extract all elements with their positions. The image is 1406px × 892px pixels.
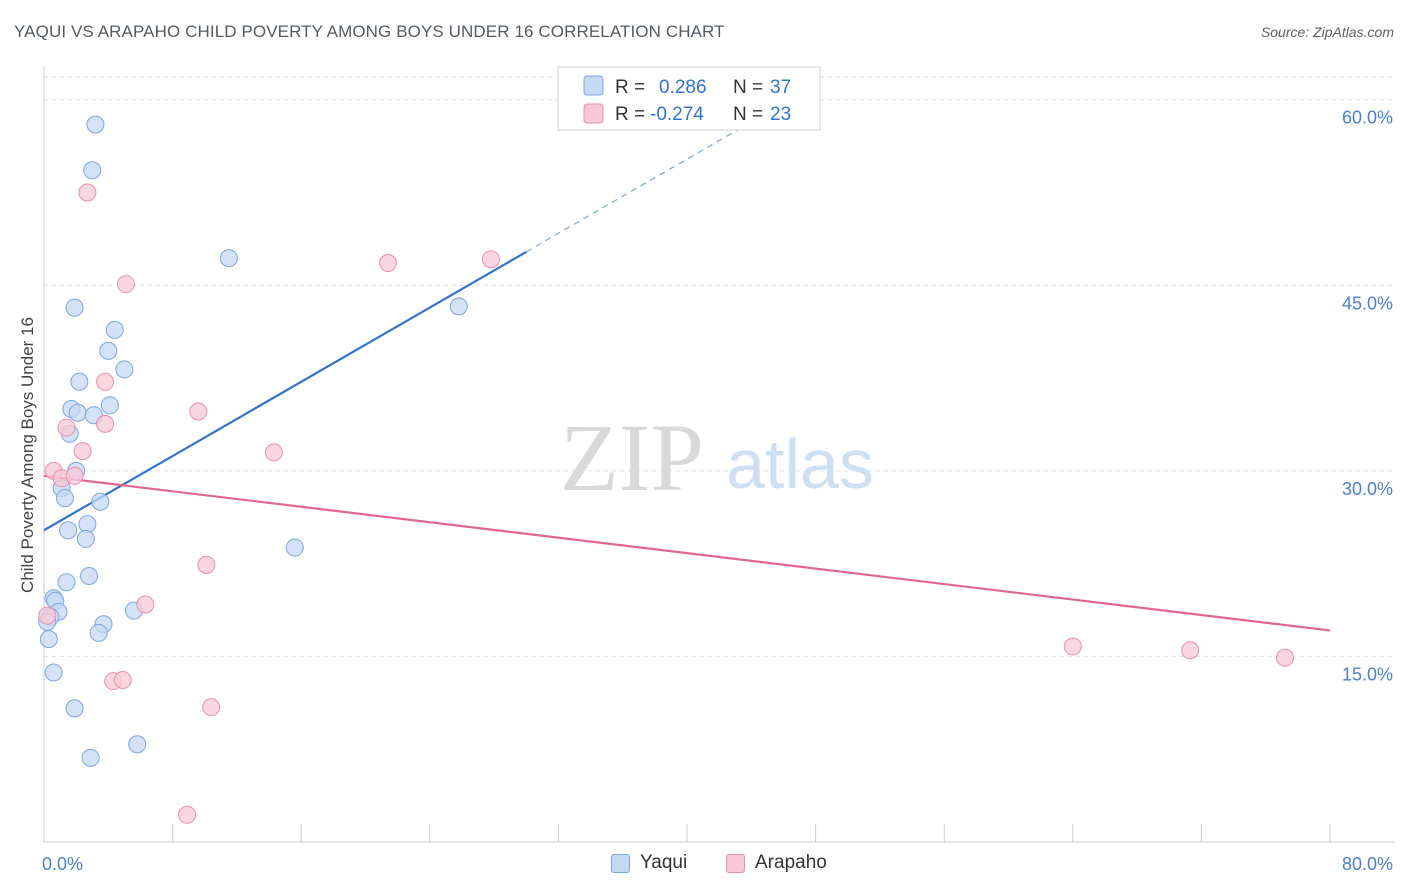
- point-yaqui: [91, 492, 110, 511]
- axes: 15.0% 30.0% 45.0% 60.0% 0.0% 80.0%: [42, 66, 1394, 874]
- point-yaqui: [39, 630, 58, 649]
- point-yaqui: [86, 115, 105, 134]
- legend-stats: R = 0.286 N = 37 R = -0.274 N = 23: [557, 66, 821, 131]
- watermark-atlas: atlas: [726, 425, 874, 503]
- point-arapaho: [1181, 641, 1200, 660]
- point-yaqui: [59, 521, 78, 540]
- point-yaqui: [105, 320, 124, 339]
- point-arapaho: [189, 402, 208, 421]
- point-arapaho: [57, 418, 76, 437]
- point-yaqui: [115, 360, 134, 379]
- point-yaqui: [55, 489, 74, 508]
- legend-yaqui-n-value: 37: [770, 77, 791, 98]
- point-yaqui: [44, 663, 63, 682]
- trend-line-yaqui-extension: [525, 112, 768, 253]
- point-yaqui: [65, 699, 84, 718]
- point-arapaho: [96, 414, 115, 433]
- legend-item-arapaho: Arapaho: [726, 852, 827, 874]
- point-yaqui: [128, 735, 147, 754]
- point-arapaho: [1063, 637, 1082, 656]
- point-arapaho: [264, 443, 283, 462]
- legend-yaqui-n-label: N =: [733, 77, 763, 98]
- point-yaqui: [65, 298, 84, 317]
- legend-yaqui-r-value: 0.286: [659, 77, 707, 98]
- y-tick-label: 45.0%: [1342, 293, 1393, 313]
- watermark-zip: ZIP: [560, 404, 704, 511]
- point-arapaho: [379, 254, 398, 273]
- source-label: Source: ZipAtlas.com: [1260, 24, 1394, 40]
- legend-series: Yaqui Arapaho: [0, 852, 1406, 876]
- legend-swatch-arapaho-bottom: [726, 853, 745, 873]
- point-arapaho: [96, 372, 115, 391]
- point-yaqui: [68, 403, 87, 422]
- point-yaqui: [70, 372, 89, 391]
- point-arapaho: [481, 250, 500, 269]
- legend-arapaho-n-label: N =: [733, 104, 763, 125]
- point-arapaho: [65, 466, 84, 485]
- point-yaqui: [76, 529, 95, 548]
- y-tick-label: 15.0%: [1342, 664, 1393, 684]
- legend-label-yaqui: Yaqui: [640, 852, 688, 873]
- point-yaqui: [80, 567, 99, 586]
- point-yaqui: [285, 538, 304, 557]
- point-arapaho: [197, 555, 216, 574]
- legend-arapaho-n-value: 23: [770, 104, 791, 125]
- x-tick-label: 80.0%: [1342, 854, 1393, 874]
- point-arapaho: [202, 698, 221, 717]
- point-yaqui: [449, 297, 468, 316]
- point-yaqui: [100, 396, 119, 415]
- y-tick-label: 30.0%: [1342, 479, 1393, 499]
- trend-lines: [43, 112, 1331, 632]
- chart-title: YAQUI VS ARAPAHO CHILD POVERTY AMONG BOY…: [14, 22, 725, 41]
- legend-swatch-arapaho: [583, 103, 604, 124]
- legend-arapaho-r-value: -0.274: [650, 104, 704, 125]
- point-arapaho: [1275, 648, 1294, 667]
- point-arapaho: [78, 183, 97, 202]
- legend-item-yaqui: Yaqui: [611, 852, 687, 874]
- data-points: [38, 115, 1294, 824]
- point-yaqui: [78, 515, 97, 534]
- legend-arapaho-r-label: R =: [615, 104, 645, 125]
- legend-swatch-yaqui: [583, 75, 604, 96]
- point-yaqui: [99, 341, 118, 360]
- y-axis-label: Child Poverty Among Boys Under 16: [18, 317, 37, 593]
- point-arapaho: [38, 606, 57, 625]
- watermark: ZIP atlas: [560, 404, 874, 511]
- y-tick-label: 60.0%: [1342, 108, 1393, 128]
- trend-line-yaqui: [43, 250, 527, 532]
- point-arapaho: [136, 595, 155, 614]
- point-yaqui: [83, 161, 102, 180]
- point-arapaho: [73, 442, 92, 461]
- point-yaqui: [219, 249, 238, 268]
- trend-line-arapaho: [43, 474, 1331, 632]
- legend-label-arapaho: Arapaho: [755, 852, 827, 873]
- legend-yaqui-r-label: R =: [615, 77, 645, 98]
- legend-swatch-yaqui-bottom: [611, 853, 630, 873]
- point-yaqui: [57, 573, 76, 592]
- point-arapaho: [116, 275, 135, 294]
- x-tick-label: 0.0%: [42, 854, 83, 874]
- point-arapaho: [113, 670, 132, 689]
- grid-lines: [44, 76, 1394, 657]
- point-arapaho: [178, 805, 197, 824]
- point-yaqui: [89, 623, 108, 642]
- point-yaqui: [81, 748, 100, 767]
